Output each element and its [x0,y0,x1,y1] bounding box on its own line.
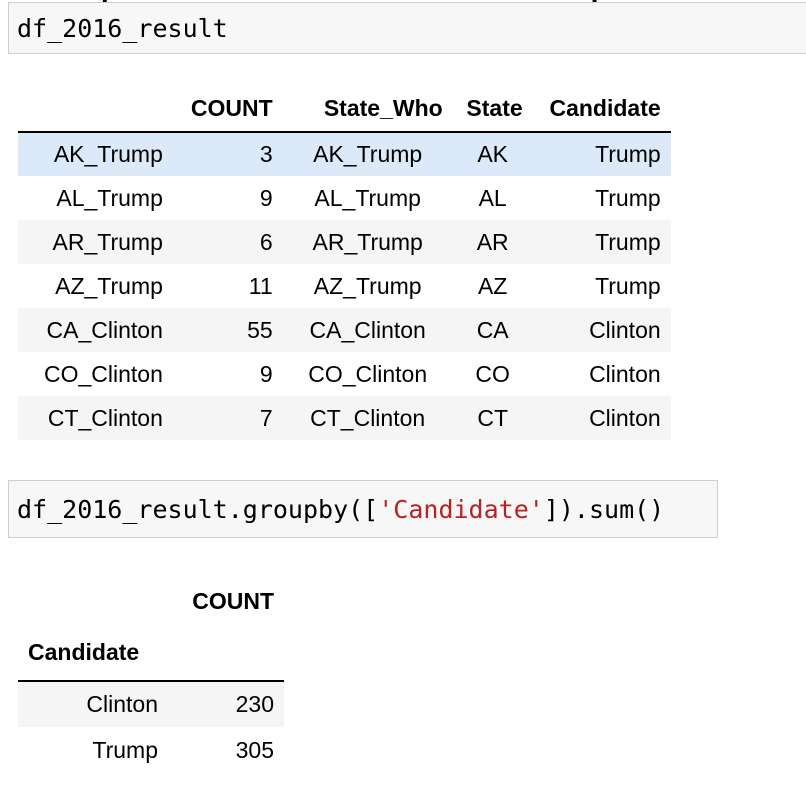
row-index: Trump [92,736,158,763]
cell-state-who: AL_Trump [314,184,421,211]
index-name-candidate: Candidate [18,624,174,682]
index-header-blank [18,578,174,624]
cell-count: 9 [259,360,273,387]
cell-candidate: Trump [595,228,661,255]
table-row[interactable]: AR_Trump 6 AR_Trump AR Trump [18,220,671,264]
row-index: AL_Trump [56,184,163,211]
cell-state: AK [477,141,509,167]
row-index: AK_Trump [53,141,163,167]
code-text: df_2016_result [17,14,228,43]
cell-state: AL [478,184,507,211]
row-index: CT_Clinton [47,404,163,431]
cell-state-who: AR_Trump [312,228,423,255]
cell-candidate: Clinton [589,316,661,343]
index-name-blank [174,624,284,682]
code-text-suffix: ]).sum() [543,495,665,524]
code-string-literal: 'Candidate' [378,495,544,524]
index-name-row: Candidate [18,624,284,682]
index-header [18,85,181,133]
cell-candidate: Trump [595,184,661,211]
row-index: Clinton [86,691,158,717]
table-row[interactable]: CO_Clinton 9 CO_Clinton CO Clinton [18,352,671,396]
row-index: CO_Clinton [44,360,163,387]
table-header-row: COUNT [18,578,284,624]
column-header-candidate: Candidate [532,85,671,133]
row-index: AZ_Trump [55,272,163,299]
cell-state-who: AZ_Trump [313,272,422,299]
column-header-state-who: State_Who [282,85,453,133]
cell-count: 11 [248,272,273,299]
cell-count: 230 [235,691,274,717]
column-header-state: State [452,85,533,133]
cell-candidate: Trump [595,141,661,167]
cell-state: CA [476,316,509,343]
cell-state: AZ [477,272,508,299]
column-header-count: COUNT [192,587,274,614]
cell-state: CO [475,360,510,387]
table-row[interactable]: AL_Trump 9 AL_Trump AL Trump [18,176,671,220]
cell-state: CT [477,404,508,431]
cell-count: 55 [247,316,273,343]
cell-count: 6 [259,228,273,255]
cell-count: 7 [259,404,273,431]
table-row[interactable]: CA_Clinton 55 CA_Clinton CA Clinton [18,308,671,352]
code-cell-input-2[interactable]: df_2016_result.groupby(['Candidate']).su… [8,480,718,538]
cell-candidate: Clinton [589,360,661,387]
cell-state-who: CT_Clinton [310,404,426,431]
cell-state-who: CO_Clinton [308,360,428,387]
cell-candidate: Clinton [589,404,661,431]
row-index: CA_Clinton [46,316,163,343]
table-row[interactable]: CT_Clinton 7 CT_Clinton CT Clinton [18,396,671,440]
cell-count: 3 [259,141,273,167]
table-row[interactable]: Trump 305 [18,727,284,773]
cell-state-who: CA_Clinton [309,316,426,343]
cell-count: 9 [259,184,273,211]
row-index: AR_Trump [52,228,163,255]
cell-count: 305 [235,736,274,763]
table-row[interactable]: AZ_Trump 11 AZ_Trump AZ Trump [18,264,671,308]
dataframe-table: COUNT State_Who State Candidate AK_Trump… [18,85,671,440]
cell-candidate: Trump [595,272,661,299]
table-row[interactable]: AK_Trump 3 AK_Trump AK Trump [18,132,671,176]
cell-state-who: AK_Trump [313,141,423,167]
table-header-row: COUNT State_Who State Candidate [18,85,671,133]
groupby-result-table: COUNT Candidate Clinton 230 Trump 305 [18,578,284,773]
code-text-prefix: df_2016_result.groupby([ [17,495,379,524]
code-cell-input-1[interactable]: df_2016_result [8,2,806,54]
cell-state: AR [476,228,509,255]
column-header-count: COUNT [180,85,283,133]
table-row[interactable]: Clinton 230 [18,681,284,727]
